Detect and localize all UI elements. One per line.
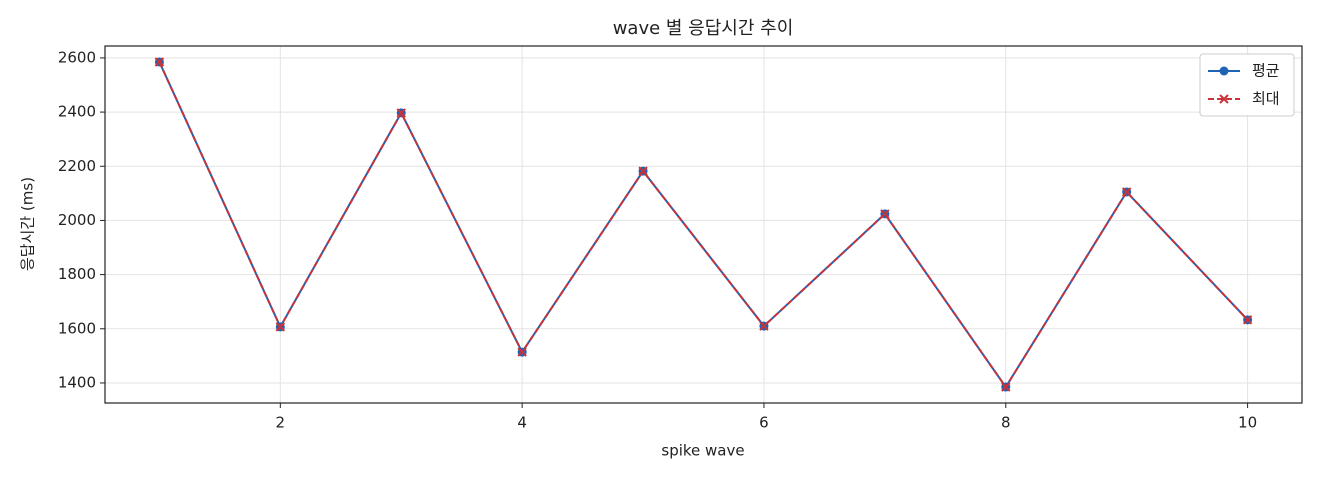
series-line [158, 61, 1249, 389]
y-axis-label: 응답시간 (ms) [19, 177, 37, 271]
legend-label: 최대 [1252, 90, 1280, 108]
legend-box [1199, 53, 1295, 117]
marker [638, 166, 648, 176]
y-tick-label: 2400 [58, 103, 96, 121]
y-tick-label: 2600 [58, 48, 96, 66]
legend-marker [1219, 94, 1229, 104]
y-tick-label: 2000 [58, 211, 96, 229]
y-tick-label: 1800 [58, 265, 96, 283]
x-tick-label: 6 [759, 414, 769, 432]
y-tick-label: 2200 [58, 157, 96, 175]
legend-marker [1219, 66, 1229, 76]
marker [1121, 187, 1132, 197]
x-tick-label: 4 [517, 414, 527, 432]
x-tick-label: 10 [1238, 414, 1257, 432]
marker [1001, 382, 1011, 392]
x-axis-label: spike wave [661, 442, 744, 460]
legend-label: 평균 [1252, 62, 1280, 80]
x-tick-label: 8 [1001, 414, 1011, 432]
y-tick-label: 1600 [58, 319, 96, 337]
plot-frame [104, 45, 1303, 404]
y-tick-label: 1400 [58, 373, 96, 391]
x-tick-label: 2 [276, 414, 286, 432]
marker [759, 321, 769, 331]
marker [154, 57, 165, 67]
marker [396, 108, 406, 118]
marker [880, 209, 890, 219]
marker [517, 347, 527, 357]
marker [1242, 315, 1253, 325]
chart-title: wave 별 응답시간 추이 [613, 18, 794, 39]
marker [275, 322, 286, 332]
